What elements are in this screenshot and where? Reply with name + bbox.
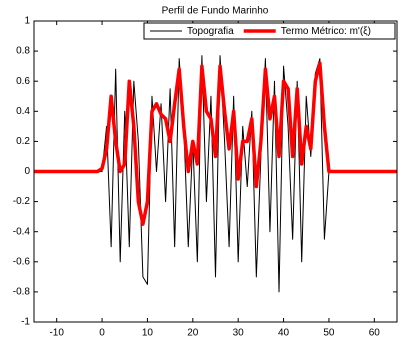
x-tick-label: 20 <box>187 328 199 339</box>
y-tick-label: -0.4 <box>13 226 31 237</box>
chart-title: Perfil de Fundo Marinho <box>162 6 269 17</box>
legend-label: Termo Métrico: m'(ξ) <box>281 26 371 37</box>
y-tick-label: -0.8 <box>13 287 31 298</box>
x-tick-label: 30 <box>233 328 245 339</box>
x-tick-label: 10 <box>142 328 154 339</box>
y-tick-label: 0.2 <box>16 136 30 147</box>
data-line <box>34 61 397 226</box>
y-tick-label: 1 <box>24 16 30 27</box>
y-tick-label: -1 <box>21 317 30 328</box>
y-tick-label: -0.2 <box>13 196 31 207</box>
y-tick-label: 0 <box>24 166 30 177</box>
legend-label: Topografia <box>187 26 234 37</box>
plot-frame <box>33 20 398 323</box>
legend: Topografia Termo Métrico: m'(ξ) <box>143 22 396 40</box>
x-tick-label: 0 <box>99 328 105 339</box>
x-tick-label: 40 <box>278 328 290 339</box>
y-tick-label: 0.4 <box>16 106 30 117</box>
x-tick-label: 50 <box>323 328 335 339</box>
y-tick-label: 0.8 <box>16 46 30 57</box>
x-tick-label: 60 <box>369 328 381 339</box>
x-tick-label: -10 <box>49 328 64 339</box>
y-tick-label: -0.6 <box>13 256 31 267</box>
data-line <box>34 55 397 293</box>
y-tick-label: 0.6 <box>16 76 30 87</box>
